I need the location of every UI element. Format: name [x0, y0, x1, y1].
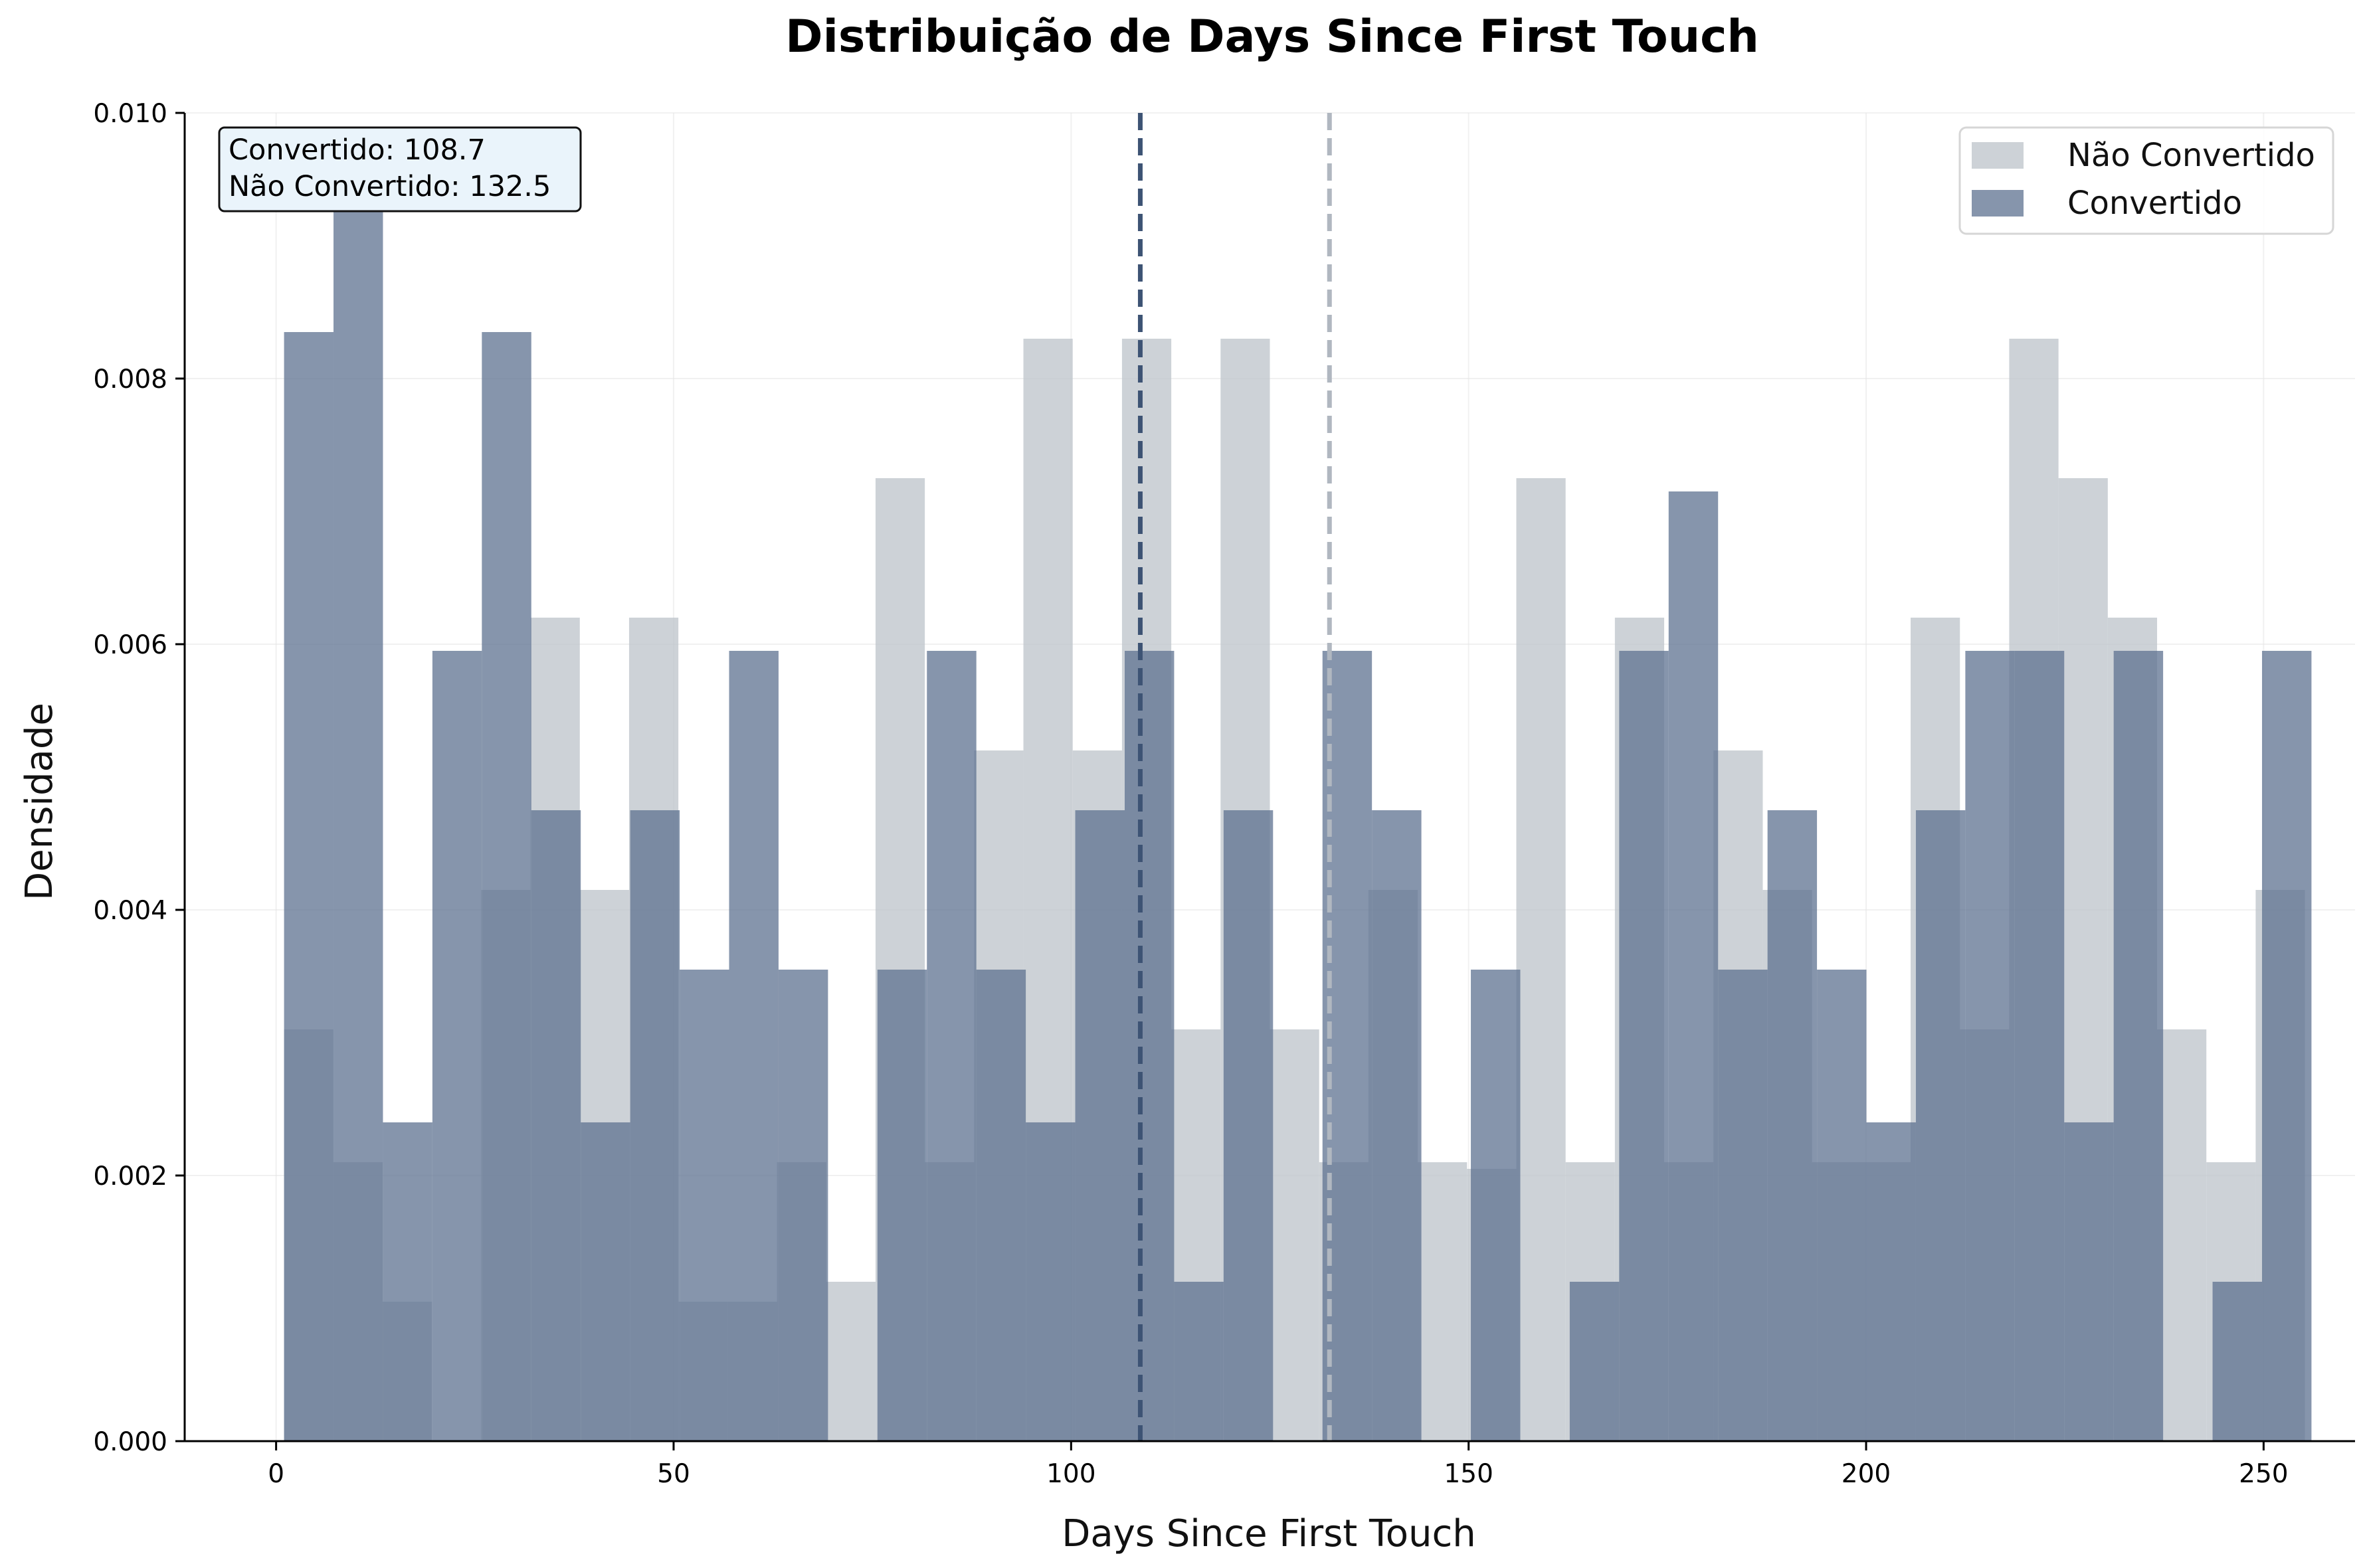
convertido-bar-32: [1866, 1122, 1916, 1441]
nao-convertido-bar-20: [1270, 1029, 1319, 1441]
annotation-box: [218, 126, 582, 213]
y-tick-label-3: 0.006: [93, 630, 167, 660]
convertido-bar-15: [1026, 1122, 1076, 1441]
annotation-line-convertido: Convertido: 108.7: [229, 133, 486, 167]
nao-convertido-bar-38: [2157, 1029, 2207, 1441]
convertido-bar-5: [531, 810, 581, 1441]
y-axis-label: Densidade: [18, 703, 61, 901]
y-tick-label-0: 0.000: [93, 1427, 167, 1457]
x-axis-label: Days Since First Touch: [1062, 1512, 1476, 1555]
legend-frame: [1958, 126, 2334, 235]
convertido-bar-19: [1223, 810, 1274, 1441]
convertido-bar-30: [1767, 810, 1818, 1441]
convertido-bar-6: [581, 1122, 630, 1441]
convertido-bar-8: [680, 970, 729, 1441]
convertido-bar-36: [2064, 1122, 2114, 1441]
convertido-bar-0: [284, 332, 334, 1441]
x-tick-label-1: 50: [657, 1459, 690, 1489]
convertido-bar-39: [2212, 1282, 2262, 1441]
convertido-bar-26: [1569, 1282, 1620, 1441]
convertido-bar-17: [1124, 651, 1175, 1441]
chart-title: Distribuição de Days Since First Touch: [785, 11, 1759, 63]
convertido-bar-1: [333, 173, 383, 1441]
convertido-bar-10: [778, 970, 828, 1441]
convertido-bar-29: [1718, 970, 1768, 1441]
y-tick-label-5: 0.010: [93, 99, 167, 129]
y-ticks: 0.000 0.002 0.004 0.006 0.008 0.010: [93, 99, 185, 1457]
x-tick-label-0: 0: [268, 1459, 284, 1489]
x-ticks: 0 50 100 150 200 250: [268, 1441, 2289, 1489]
convertido-bar-14: [976, 970, 1026, 1441]
legend-swatch-nao-convertido: [1972, 142, 2024, 169]
nao-convertido-bar-25: [1516, 478, 1566, 1441]
convertido-bar-7: [630, 810, 680, 1441]
convertido-bar-37: [2113, 651, 2164, 1441]
convertido-bar-12: [877, 970, 927, 1441]
convertido-bar-35: [2014, 651, 2065, 1441]
convertido-bar-2: [383, 1122, 432, 1441]
mean-lines: [1137, 113, 1332, 1441]
convertido-bar-3: [432, 651, 482, 1441]
axes: [183, 113, 2355, 1442]
y-tick-label-2: 0.004: [93, 896, 167, 926]
convertido-bar-28: [1668, 491, 1719, 1441]
legend-swatch-convertido: [1972, 190, 2024, 217]
convertido-bar-40: [2261, 651, 2312, 1441]
convertido-bar-9: [729, 651, 779, 1441]
convertido-bar-27: [1619, 651, 1669, 1441]
series-convertido-bars: [284, 173, 2312, 1441]
nao-convertido-bar-23: [1418, 1162, 1467, 1441]
y-tick-label-1: 0.002: [93, 1162, 167, 1191]
convertido-bar-34: [1965, 651, 2015, 1441]
convertido-bar-18: [1174, 1282, 1224, 1441]
nao-convertido-bar-11: [826, 1282, 876, 1441]
convertido-bar-22: [1372, 810, 1422, 1441]
convertido-bar-16: [1075, 810, 1125, 1441]
legend: Não Convertido Convertido: [1958, 126, 2334, 235]
y-tick-label-4: 0.008: [93, 365, 167, 394]
x-tick-label-3: 150: [1444, 1459, 1493, 1489]
legend-label-convertido: Convertido: [2067, 185, 2242, 222]
means-annotation: Convertido: 108.7 Não Convertido: 132.5: [218, 126, 582, 213]
convertido-bar-13: [927, 651, 977, 1441]
convertido-bar-33: [1915, 810, 1966, 1441]
convertido-bar-4: [482, 332, 531, 1441]
x-tick-label-5: 250: [2239, 1459, 2288, 1489]
x-tick-label-2: 100: [1046, 1459, 1095, 1489]
legend-label-nao-convertido: Não Convertido: [2067, 137, 2315, 174]
convertido-bar-31: [1817, 970, 1867, 1441]
annotation-line-nao-convertido: Não Convertido: 132.5: [229, 170, 551, 203]
convertido-bar-24: [1471, 970, 1521, 1441]
x-tick-label-4: 200: [1842, 1459, 1891, 1489]
